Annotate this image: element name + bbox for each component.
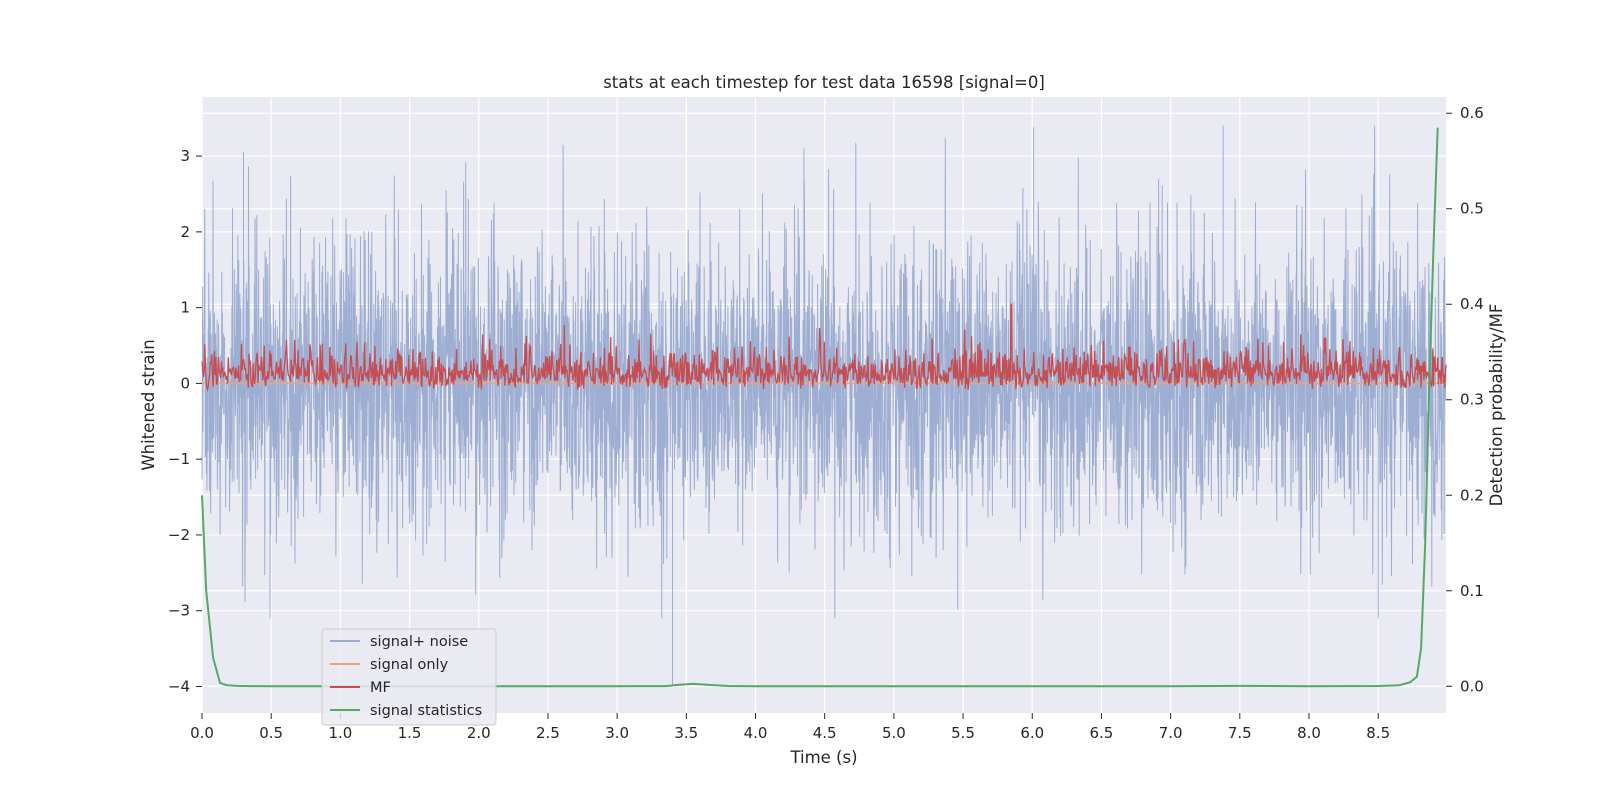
y-tick-label: −1 xyxy=(168,450,190,468)
legend-label-signal-only: signal only xyxy=(370,657,449,673)
y2-tick-label: 0.1 xyxy=(1460,582,1484,600)
y2-axis-label: Detection probability/MF xyxy=(1487,304,1506,507)
y2-tick-label: 0.5 xyxy=(1460,200,1484,218)
x-tick-label: 8.5 xyxy=(1366,724,1390,742)
x-tick-label: 3.0 xyxy=(605,724,629,742)
y-tick-label: −3 xyxy=(168,602,190,620)
x-tick-label: 5.5 xyxy=(951,724,975,742)
y2-tick-label: 0.4 xyxy=(1460,295,1484,313)
x-tick-label: 7.5 xyxy=(1228,724,1252,742)
legend-label-signal-plus-noise: signal+ noise xyxy=(370,634,468,650)
series-signal-plus-noise xyxy=(201,125,1447,687)
y-tick-label: −4 xyxy=(168,677,190,695)
x-tick-label: 0.0 xyxy=(190,724,214,742)
y-tick-label: 2 xyxy=(180,223,190,241)
x-tick-label: 2.5 xyxy=(536,724,560,742)
y2-tick-label: 0.6 xyxy=(1460,104,1484,122)
legend-label-mf: MF xyxy=(370,680,391,696)
y-axis-label: Whitened strain xyxy=(139,339,158,470)
series-signal-statistics xyxy=(201,127,1439,688)
legend-box xyxy=(321,628,497,726)
axis-ticks: 0.0 0.5 1.0 1.5 2.0 2.5 3.0 3.5 4.0 4.5 5.0 5.5 6.0 6… xyxy=(168,104,1484,742)
legend-label-signal-statistics: signal statistics xyxy=(370,703,482,719)
x-tick-label: 3.5 xyxy=(674,724,698,742)
x-tick-label: 6.0 xyxy=(1020,724,1044,742)
x-tick-label: 0.5 xyxy=(259,724,283,742)
mf-line xyxy=(201,303,1447,392)
x-tick-label: 4.5 xyxy=(813,724,837,742)
y-tick-label: 0 xyxy=(180,374,190,392)
x-tick-label: 1.0 xyxy=(328,724,352,742)
signal-statistics-line xyxy=(201,127,1439,688)
x-axis-label: Time (s) xyxy=(789,748,857,767)
y-tick-label: 1 xyxy=(180,299,190,317)
signal-plus-noise-line xyxy=(201,125,1447,687)
x-tick-label: 4.0 xyxy=(744,724,768,742)
series-mf xyxy=(201,303,1447,392)
x-tick-label: 6.5 xyxy=(1090,724,1114,742)
x-tick-label: 7.0 xyxy=(1159,724,1183,742)
y2-tick-label: 0.0 xyxy=(1460,677,1484,695)
x-tick-label: 2.0 xyxy=(467,724,491,742)
y-tick-label: −2 xyxy=(168,526,190,544)
y2-tick-label: 0.2 xyxy=(1460,486,1484,504)
y-tick-label: 3 xyxy=(180,147,190,165)
x-tick-label: 5.0 xyxy=(882,724,906,742)
x-tick-label: 8.0 xyxy=(1297,724,1321,742)
chart-title: stats at each timestep for test data 165… xyxy=(603,73,1045,92)
y2-tick-label: 0.3 xyxy=(1460,391,1484,409)
x-tick-label: 1.5 xyxy=(398,724,422,742)
legend: signal+ noise signal only MF signal stat… xyxy=(321,628,497,726)
